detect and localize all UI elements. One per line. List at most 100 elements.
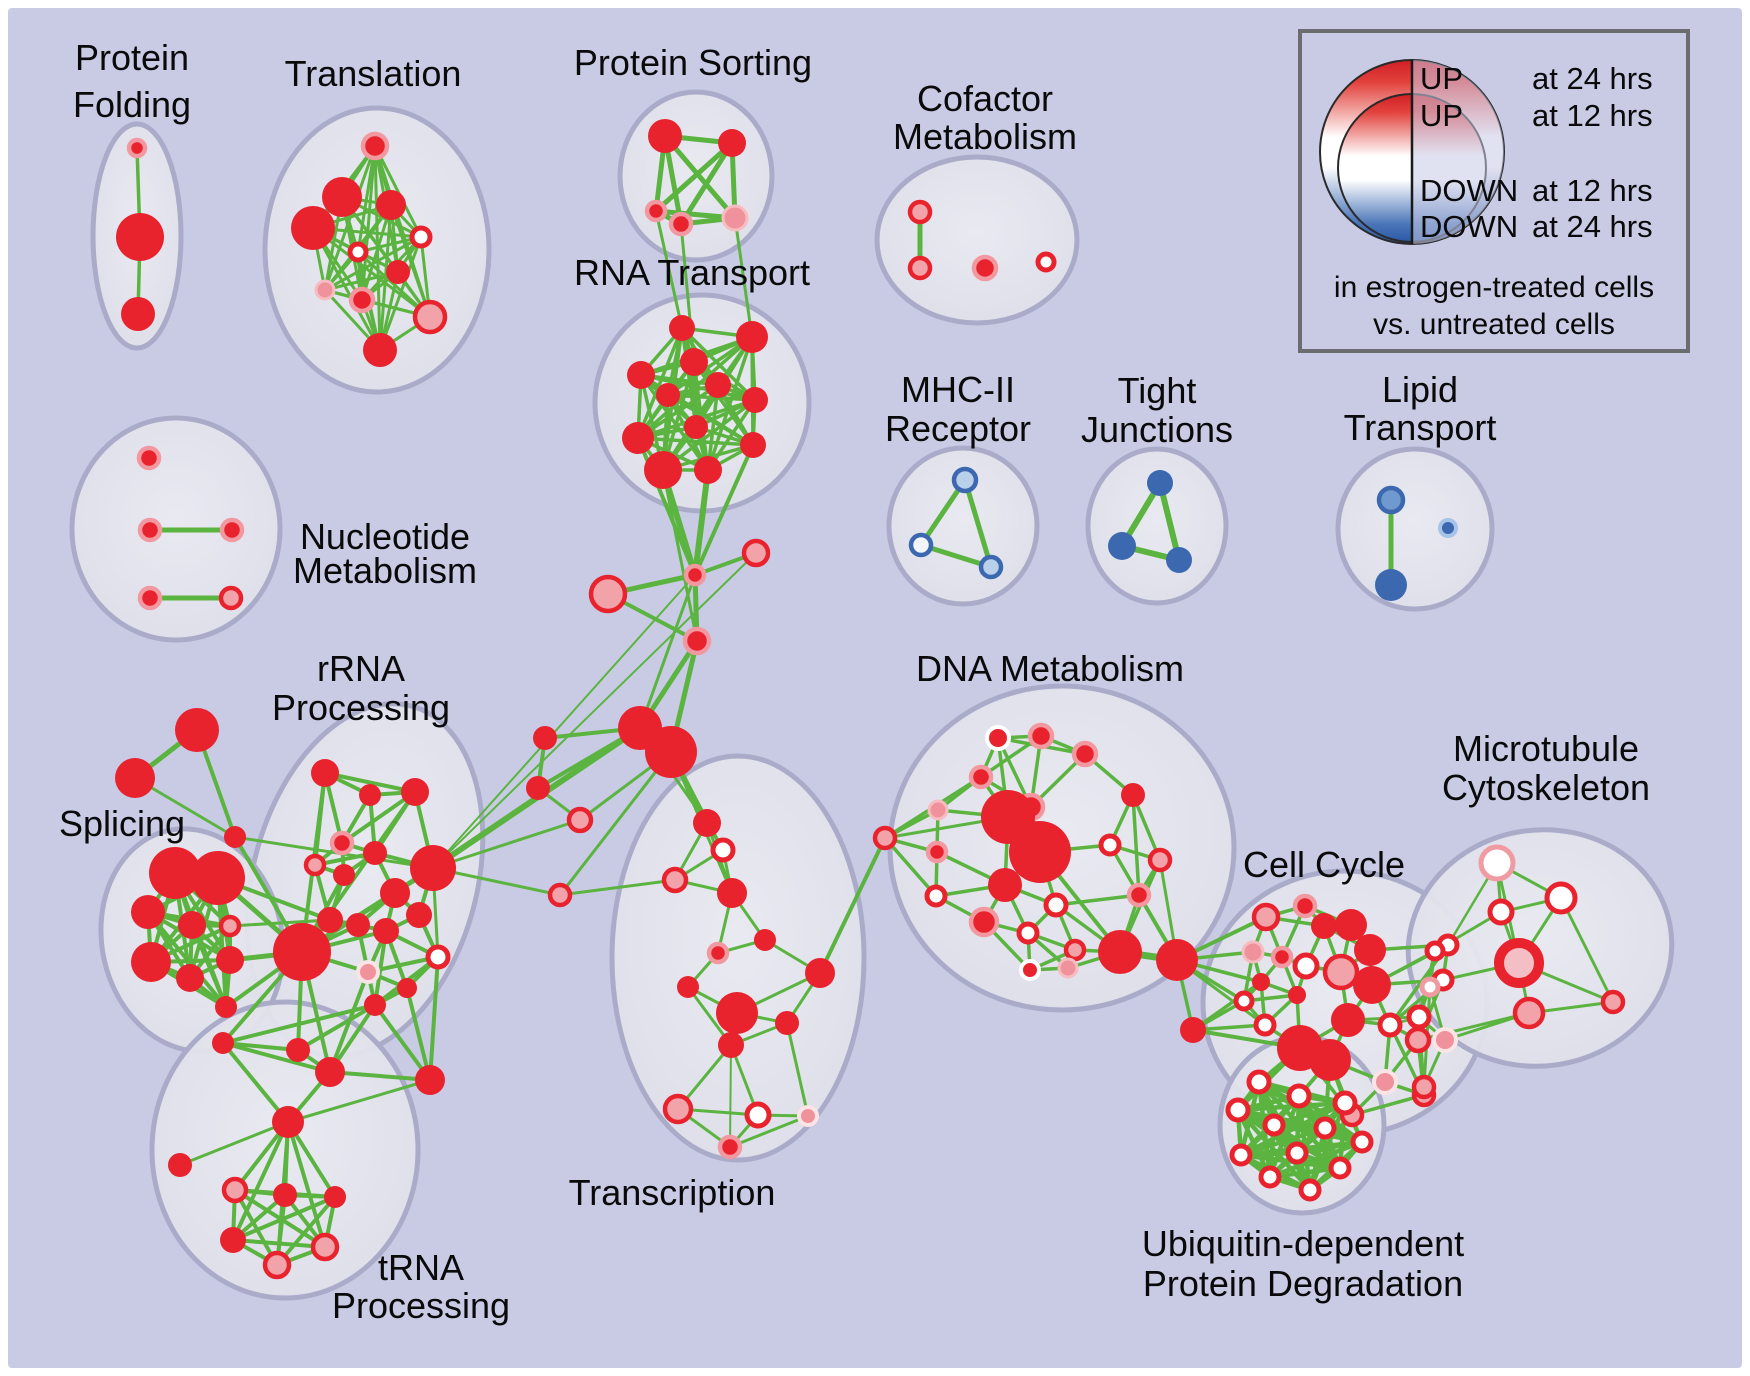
network-node-pf1 [126, 137, 148, 159]
network-node-dn20 [1019, 959, 1041, 981]
cluster-ellipse-tj [1085, 446, 1229, 606]
network-node-ub11 [1258, 1165, 1282, 1189]
network-node-mc2 [1544, 881, 1578, 915]
cluster-label-tnr: Processing [332, 1285, 510, 1326]
network-node-sp2 [191, 851, 245, 905]
network-node-rr4 [329, 830, 355, 856]
network-edge [432, 552, 757, 869]
network-node-cc19 [1377, 1012, 1403, 1038]
network-node-tr9 [348, 286, 376, 314]
network-node-tx5 [754, 929, 776, 951]
cluster-label-pf: Protein [75, 37, 189, 78]
network-node-cc4 [1311, 913, 1337, 939]
network-node-rr19 [286, 1038, 310, 1062]
cluster-label-rt: RNA Transport [574, 252, 810, 293]
network-edge [296, 1003, 377, 1052]
network-node-cc1 [1180, 1017, 1206, 1043]
network-node-tn4 [273, 1183, 297, 1207]
network-node-dn7 [1121, 783, 1145, 807]
network-node-sp1 [149, 847, 201, 899]
cluster-ellipse-lp [1335, 446, 1495, 612]
network-edge [432, 574, 696, 869]
network-node-nm4 [137, 585, 163, 611]
network-node-sn3 [588, 574, 628, 614]
network-edge [1157, 480, 1182, 563]
network-edge [286, 1078, 432, 1124]
network-node-mc10 [1432, 1027, 1458, 1053]
network-edge [654, 209, 684, 330]
network-node-tg2 [115, 758, 155, 798]
network-node-sp3 [131, 895, 165, 929]
network-node-rt2 [736, 321, 768, 353]
legend-row-time-1: at 12 hrs [1532, 98, 1653, 133]
network-edge [233, 1188, 279, 1267]
network-node-sn8 [533, 726, 557, 750]
network-node-rt8 [684, 415, 708, 439]
network-node-ub4 [1225, 1097, 1251, 1123]
network-node-ub5 [1262, 1113, 1286, 1137]
network-edge [638, 573, 697, 730]
network-node-dn5 [927, 799, 949, 821]
network-node-dn8 [925, 840, 949, 864]
cluster-label-rr: rRNA [317, 648, 405, 689]
network-edge [431, 818, 582, 870]
network-node-tr10 [412, 299, 448, 335]
network-node-rr2 [359, 784, 381, 806]
legend-row-time-3: at 24 hrs [1532, 209, 1653, 244]
network-node-cf3 [971, 254, 999, 282]
network-node-rt12 [694, 456, 722, 484]
network-node-tn2 [168, 1153, 192, 1177]
network-node-sp5 [218, 914, 242, 938]
network-node-sn10 [566, 806, 594, 834]
network-edge [328, 970, 370, 1074]
network-node-pf3 [121, 297, 155, 331]
network-node-mh3 [978, 554, 1004, 580]
network-node-cc2 [1251, 902, 1281, 932]
network-node-rr6 [333, 864, 355, 886]
cluster-label-lp: Transport [1344, 407, 1497, 448]
network-edge [661, 468, 699, 643]
network-node-ps1 [648, 119, 682, 153]
cluster-label-nm: Nucleotide [300, 516, 470, 557]
cluster-label-mh: MHC-II [901, 369, 1015, 410]
network-node-tx6 [706, 941, 730, 965]
network-edge [323, 270, 400, 292]
network-node-rt7 [742, 387, 768, 413]
network-node-rr3 [401, 778, 429, 806]
network-node-tr3 [376, 190, 406, 220]
network-node-sn6 [645, 726, 697, 778]
network-node-rr10 [406, 902, 432, 928]
cluster-label-ps: Protein Sorting [574, 42, 812, 83]
network-edge [1238, 1125, 1328, 1158]
network-edge [275, 1195, 337, 1267]
network-node-dn1 [985, 725, 1011, 751]
network-node-tr5 [409, 225, 433, 249]
legend-row-direction-0: UP [1420, 61, 1463, 96]
network-node-rr12 [346, 913, 370, 937]
network-node-sn4 [682, 626, 712, 656]
network-edge [636, 326, 684, 440]
network-node-dn10 [1009, 821, 1071, 883]
cluster-label-rr: Processing [272, 687, 450, 728]
network-node-tn6 [220, 1227, 246, 1253]
network-node-sn7 [547, 882, 573, 908]
network-node-mc3 [1487, 898, 1515, 926]
network-node-ub3 [1332, 1090, 1358, 1116]
network-edge [653, 140, 735, 214]
legend-row-direction-3: DOWN [1420, 209, 1518, 244]
network-node-sn1 [683, 563, 707, 587]
network-node-tr6 [347, 241, 369, 263]
network-node-rt6 [656, 383, 680, 407]
network-node-lp2 [1375, 569, 1407, 601]
network-edge [389, 203, 432, 319]
network-edge [311, 226, 382, 352]
network-edge [693, 443, 755, 577]
network-node-cc5 [1335, 909, 1367, 941]
network-node-ub10 [1328, 1156, 1352, 1180]
network-node-tx12 [662, 1093, 694, 1125]
network-node-lp1 [1376, 485, 1406, 515]
network-node-ub2 [1286, 1083, 1312, 1109]
network-node-tr8 [314, 279, 336, 301]
